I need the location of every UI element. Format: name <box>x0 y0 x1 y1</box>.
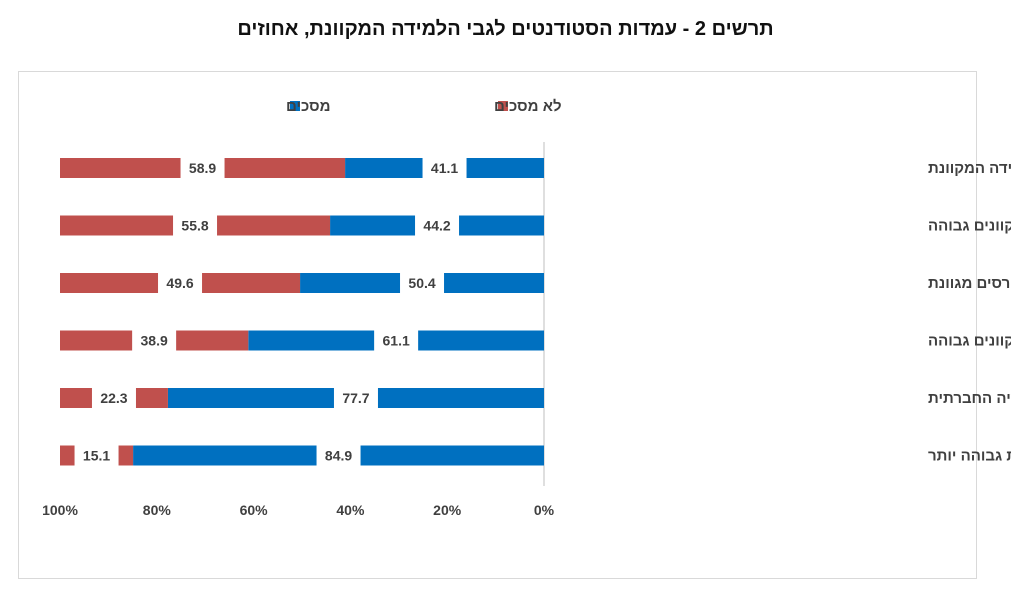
category-label: למידה מקוונת דורשת משמעת עצמית גבוהה יות… <box>928 448 1011 465</box>
data-label-agree: 84.9 <box>325 448 352 464</box>
x-tick-label: 80% <box>143 502 172 518</box>
legend-label-agree: מסכים <box>286 98 331 115</box>
data-label-agree: 77.7 <box>342 390 369 406</box>
category-label: הרמה האקדמית נפגעת מהלמידה המקוונת <box>928 160 1011 177</box>
label-bg-disagree <box>180 158 225 178</box>
label-bg-disagree <box>74 445 119 466</box>
legend-swatch-disagree <box>498 101 508 111</box>
data-label-disagree: 58.9 <box>189 160 216 176</box>
category-label: איכות ההוראה בשיעורים המקוונים גבוהה <box>928 333 1011 350</box>
x-tick-label: 20% <box>433 502 462 518</box>
category-label: איכות הדיון בשיעורים המקוונים גבוהה <box>928 218 1011 235</box>
data-label-disagree: 38.9 <box>141 333 168 349</box>
data-label-disagree: 55.8 <box>181 218 208 234</box>
label-bg-disagree <box>91 388 136 408</box>
label-bg-disagree <box>132 330 177 351</box>
category-label: למידה מקוונת פוגעת באינטרקציה החברתית <box>928 390 1011 407</box>
label-bg-agree <box>316 445 361 466</box>
x-tick-label: 0% <box>534 502 555 518</box>
chart-frame <box>18 71 977 579</box>
label-bg-disagree <box>158 273 203 293</box>
legend-label-disagree: לא מסכים <box>494 98 562 115</box>
data-label-disagree: 15.1 <box>83 448 110 464</box>
x-tick-label: 40% <box>336 502 365 518</box>
data-label-agree: 44.2 <box>423 218 450 234</box>
x-tick-label: 100% <box>42 502 78 518</box>
label-bg-agree <box>400 273 445 293</box>
data-label-agree: 61.1 <box>383 333 410 349</box>
data-label-disagree: 22.3 <box>100 390 127 406</box>
data-label-agree: 50.4 <box>408 275 435 291</box>
label-bg-agree <box>333 388 378 408</box>
legend-swatch-agree <box>290 101 300 111</box>
chart-title: תרשים 2 - עמדות הסטודנטים לגבי הלמידה המ… <box>237 18 774 40</box>
label-bg-disagree <box>173 215 218 236</box>
data-label-disagree: 49.6 <box>166 275 193 291</box>
data-label-agree: 41.1 <box>431 160 458 176</box>
label-bg-agree <box>374 330 419 351</box>
label-bg-agree <box>422 158 467 178</box>
category-label: למידה מקוונת מאפשרת בחירת קורסים מגוונת <box>928 275 1011 292</box>
x-tick-label: 60% <box>240 502 269 518</box>
label-bg-agree <box>415 215 460 236</box>
